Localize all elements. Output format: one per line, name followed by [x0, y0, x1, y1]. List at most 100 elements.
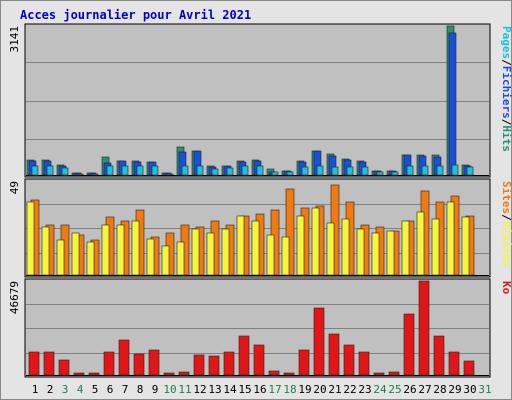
hits-bar-pages-day-13	[211, 168, 219, 176]
hits-bar-pages-day-28	[436, 165, 444, 176]
hits-bar-pages-day-1	[31, 165, 39, 176]
ko-legend: Ko	[500, 281, 512, 295]
hits-bar-pages-day-11	[181, 165, 189, 176]
x-tick-label-day-6: 6	[107, 383, 114, 396]
visites-legend-item-1: /	[500, 214, 512, 221]
hits-bar-pages-day-29	[451, 164, 459, 176]
hits-bar-pages-day-23	[361, 166, 369, 176]
x-tick-label-day-26: 26	[403, 383, 416, 396]
x-tick-label-day-24: 24	[373, 383, 387, 396]
visites-bar-visites-day-1	[26, 201, 35, 276]
visites-bar-visites-day-18	[281, 236, 290, 276]
hits-plot-area	[24, 23, 491, 178]
hits-bar-pages-day-22	[346, 166, 354, 176]
ko-bar-ko-day-24	[373, 372, 385, 376]
chart-title: Acces journalier pour Avril 2021	[20, 8, 252, 22]
hits-bar-pages-day-24	[376, 171, 384, 176]
visites-bar-visites-day-25	[386, 230, 395, 276]
x-tick-label-day-29: 29	[448, 383, 461, 396]
ko-bar-ko-day-15	[238, 335, 250, 376]
x-tick-label-day-14: 14	[223, 383, 237, 396]
hits-bar-pages-day-21	[331, 166, 339, 176]
hits-bar-pages-day-12	[196, 165, 204, 176]
ko-bar-ko-day-5	[88, 372, 100, 376]
ko-bar-ko-day-16	[253, 344, 265, 376]
ko-bar-ko-day-3	[58, 359, 70, 376]
hits-bar-pages-day-26	[406, 165, 414, 176]
hits-bar-pages-day-3	[61, 167, 69, 176]
x-tick-label-day-27: 27	[418, 383, 431, 396]
x-tick-label-day-13: 13	[208, 383, 221, 396]
ko-bar-ko-day-4	[73, 372, 85, 376]
visites-bar-visites-day-15	[236, 215, 245, 276]
hits-legend: Pages/Fichiers/Hits	[500, 26, 512, 152]
ko-bar-ko-day-18	[283, 372, 295, 376]
visites-bar-visites-day-26	[401, 220, 410, 276]
x-tick-label-day-1: 1	[32, 383, 39, 396]
hits-bar-pages-day-8	[136, 165, 144, 176]
visites-bar-visites-day-12	[191, 228, 200, 276]
visites-bar-sites-day-18	[285, 188, 295, 276]
hits-bar-pages-day-16	[256, 165, 264, 176]
hits-bar-pages-day-14	[226, 167, 234, 176]
ko-bar-ko-day-17	[268, 370, 280, 376]
x-tick-label-day-31: 31	[478, 383, 491, 396]
hits-bar-pages-day-17	[271, 171, 279, 176]
x-tick-label-day-20: 20	[313, 383, 326, 396]
ko-bar-ko-day-2	[43, 351, 55, 376]
ko-bar-ko-day-10	[163, 372, 175, 376]
hits-bar-pages-day-30	[466, 166, 474, 176]
visites-bar-visites-day-3	[56, 239, 65, 276]
x-tick-label-day-2: 2	[47, 383, 54, 396]
x-tick-label-day-9: 9	[152, 383, 159, 396]
ko-bar-ko-day-25	[388, 371, 400, 376]
x-tick-label-day-22: 22	[343, 383, 356, 396]
ko-bar-ko-day-1	[28, 351, 40, 376]
x-tick-label-day-16: 16	[253, 383, 266, 396]
hits-bar-pages-day-27	[421, 165, 429, 176]
x-tick-label-day-12: 12	[193, 383, 206, 396]
x-tick-label-day-10: 10	[163, 383, 176, 396]
visites-bar-visites-day-14	[221, 228, 230, 276]
ko-bar-ko-day-11	[178, 371, 190, 376]
hits-bar-pages-day-19	[301, 166, 309, 176]
visites-bar-visites-day-10	[161, 245, 170, 276]
x-tick-label-day-11: 11	[178, 383, 191, 396]
ko-bar-ko-day-19	[298, 349, 310, 376]
ko-bar-ko-day-26	[403, 313, 415, 376]
hits-bar-fichiers-day-29	[448, 32, 457, 176]
ko-bar-ko-day-20	[313, 307, 325, 376]
visites-bar-visites-day-9	[146, 238, 155, 276]
ko-bar-ko-day-14	[223, 351, 235, 376]
ko-legend-item-0: Ko	[500, 281, 512, 295]
hits-bar-pages-day-4	[76, 173, 84, 176]
visites-bar-visites-day-8	[131, 220, 140, 276]
hits-bar-pages-day-10	[166, 173, 174, 176]
visites-bar-visites-day-7	[116, 224, 125, 276]
visites-bar-visites-day-4	[71, 232, 80, 276]
visites-legend: Sites/Visites	[500, 181, 512, 267]
x-tick-label-day-28: 28	[433, 383, 446, 396]
visites-bar-visites-day-24	[371, 232, 380, 276]
hits-legend-item-1: /	[500, 59, 512, 66]
ko-bar-ko-day-9	[148, 349, 160, 376]
x-tick-label-day-23: 23	[358, 383, 371, 396]
x-tick-label-day-18: 18	[283, 383, 296, 396]
x-tick-label-day-21: 21	[328, 383, 341, 396]
visites-bar-visites-day-2	[41, 226, 50, 276]
ko-bar-ko-day-21	[328, 333, 340, 376]
hits-legend-item-4: Hits	[500, 125, 512, 152]
ko-bar-ko-day-12	[193, 354, 205, 376]
x-tick-label-day-8: 8	[137, 383, 144, 396]
x-tick-label-day-15: 15	[238, 383, 251, 396]
visites-legend-item-0: Sites	[500, 181, 512, 214]
visites-bar-visites-day-29	[446, 201, 455, 276]
visites-bar-visites-day-21	[326, 222, 335, 276]
x-tick-label-day-3: 3	[62, 383, 69, 396]
x-tick-label-day-17: 17	[268, 383, 281, 396]
visites-legend-item-2: Visites	[500, 221, 512, 267]
visites-bar-visites-day-23	[356, 228, 365, 276]
hits-bar-pages-day-5	[91, 173, 99, 176]
visites-bar-visites-day-5	[86, 241, 95, 276]
x-tick-label-day-7: 7	[122, 383, 129, 396]
